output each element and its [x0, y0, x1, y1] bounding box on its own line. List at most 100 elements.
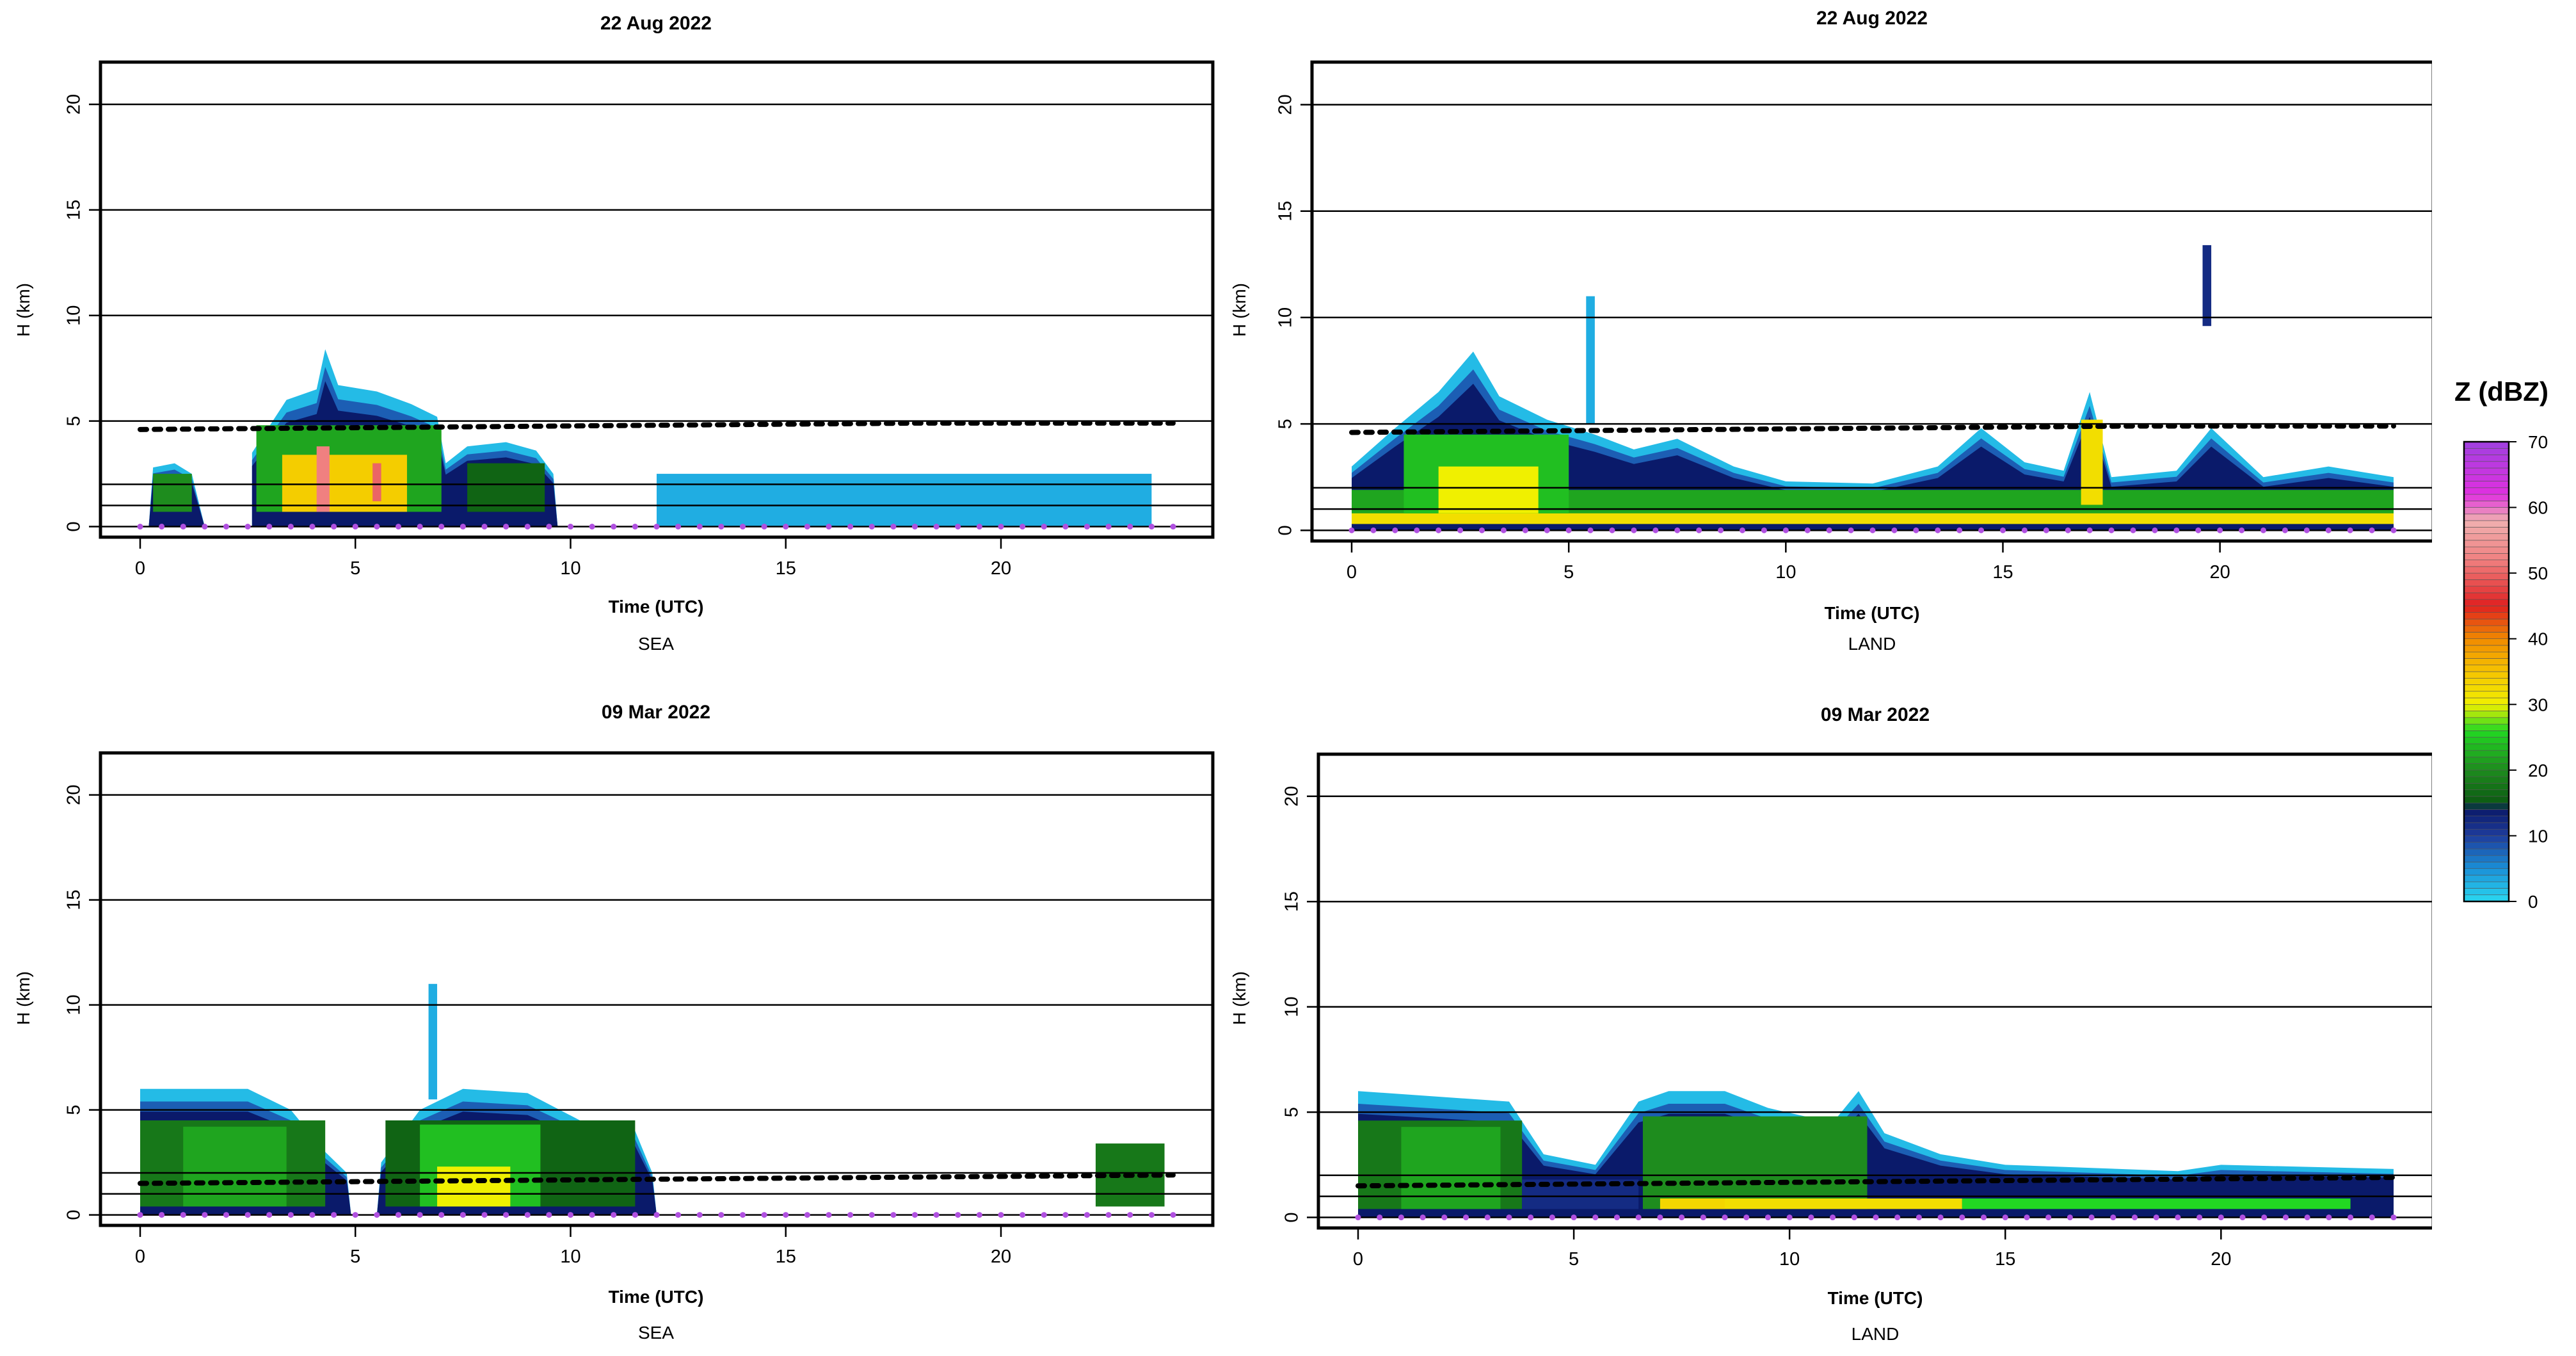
ground-marker: [1913, 527, 1919, 533]
ground-marker: [1148, 1212, 1155, 1218]
colorbar-step: [2463, 763, 2509, 771]
colorbar-step: [2463, 862, 2509, 869]
chart-title: 22 Aug 2022: [600, 13, 712, 34]
ground-marker: [1479, 527, 1485, 533]
y-tick-label: 5: [1276, 419, 1296, 429]
colorbar-tick-label: 20: [2528, 761, 2548, 780]
y-tick-label: 10: [1282, 997, 1302, 1017]
colorbar-step: [2463, 665, 2509, 672]
y-tick-label: 15: [1276, 201, 1296, 222]
ground-marker: [2152, 527, 2158, 533]
ground-marker: [1377, 1215, 1383, 1221]
ground-marker: [632, 524, 638, 530]
ground-marker: [955, 1212, 961, 1218]
colorbar-step: [2463, 448, 2509, 455]
y-tick-label: 10: [64, 305, 84, 326]
colorbar-step: [2463, 816, 2509, 823]
y-tick-label: 20: [1276, 94, 1296, 115]
colorbar-step: [2463, 606, 2509, 613]
ground-marker: [1500, 527, 1507, 533]
ground-marker: [955, 524, 961, 530]
ground-marker: [1084, 1212, 1090, 1218]
ground-marker: [976, 1212, 982, 1218]
ground-marker: [1764, 1215, 1771, 1221]
ground-marker: [1609, 527, 1615, 533]
colorbar-step: [2463, 533, 2509, 541]
ground-marker: [1127, 1212, 1133, 1218]
ground-marker: [1041, 524, 1047, 530]
colorbar-step: [2463, 796, 2509, 803]
ground-marker: [2239, 527, 2245, 533]
ground-marker: [826, 1212, 832, 1218]
colorbar-step: [2463, 599, 2509, 606]
ground-marker: [2303, 527, 2310, 533]
colorbar-step: [2463, 717, 2509, 725]
ground-marker: [1565, 527, 1572, 533]
ground-marker: [847, 524, 854, 530]
ground-marker: [653, 1212, 660, 1218]
colorbar-step: [2463, 704, 2509, 711]
ground-marker: [1457, 527, 1464, 533]
ground-marker: [1891, 527, 1898, 533]
colorbar-step: [2463, 757, 2509, 764]
ground-marker: [568, 524, 573, 530]
ground-marker: [1463, 1215, 1469, 1221]
ground-marker: [2000, 527, 2006, 533]
ground-marker: [1148, 524, 1155, 530]
region-label: SEA: [637, 1323, 675, 1343]
ground-marker: [309, 1212, 316, 1218]
colorbar-step: [2463, 494, 2509, 501]
ground-marker: [976, 524, 982, 530]
ground-marker: [998, 524, 1004, 530]
ground-marker: [1020, 1212, 1026, 1218]
colorbar-step: [2463, 881, 2509, 889]
y-tick-label: 15: [64, 200, 84, 220]
freezing-level-line: [138, 1172, 1176, 1186]
colorbar-step: [2463, 658, 2509, 666]
x-tick-label: 5: [350, 1247, 360, 1267]
plot-frame: [99, 60, 1215, 539]
ground-marker: [223, 1212, 229, 1218]
ground-marker: [761, 524, 767, 530]
ground-marker: [2217, 527, 2223, 533]
echo-cell: [1660, 1198, 1725, 1209]
ground-marker: [524, 524, 531, 530]
ground-marker: [1782, 527, 1789, 533]
y-tick-label: 0: [64, 521, 84, 531]
ground-marker: [1761, 527, 1767, 533]
colorbar-step: [2463, 848, 2509, 856]
colorbar-step: [2463, 560, 2509, 567]
ground-marker: [2021, 527, 2028, 533]
ground-marker: [331, 1212, 337, 1218]
ground-marker: [912, 1212, 918, 1218]
ground-marker: [696, 524, 703, 530]
colorbar-step: [2463, 828, 2509, 836]
y-tick-label: 0: [1282, 1212, 1302, 1222]
ground-marker: [180, 1212, 186, 1218]
ground-marker: [1978, 527, 1985, 533]
ground-marker: [1873, 1215, 1879, 1221]
ground-marker: [2369, 527, 2375, 533]
ground-marker: [568, 1212, 573, 1218]
ground-marker: [352, 524, 358, 530]
ground-marker: [1170, 524, 1176, 530]
ground-marker: [2175, 1215, 2181, 1221]
region-label: LAND: [1848, 634, 1896, 654]
x-tick-label: 0: [1347, 562, 1357, 583]
ground-marker: [653, 524, 660, 530]
y-tick-label: 15: [64, 889, 84, 910]
y-tick-label: 20: [1282, 786, 1302, 807]
colorbar-step: [2463, 566, 2509, 574]
ground-marker: [2347, 527, 2353, 533]
ground-marker: [1740, 527, 1745, 533]
colorbar-step: [2463, 677, 2509, 685]
ground-marker: [396, 524, 401, 530]
ground-marker: [1592, 1215, 1599, 1221]
ground-marker: [1170, 1212, 1176, 1218]
ground-marker: [1786, 1215, 1793, 1221]
colorbar-step: [2463, 632, 2509, 640]
colorbar-step: [2463, 553, 2509, 560]
ground-marker: [460, 1212, 466, 1218]
ground-marker: [438, 524, 445, 530]
ground-marker: [761, 1212, 767, 1218]
